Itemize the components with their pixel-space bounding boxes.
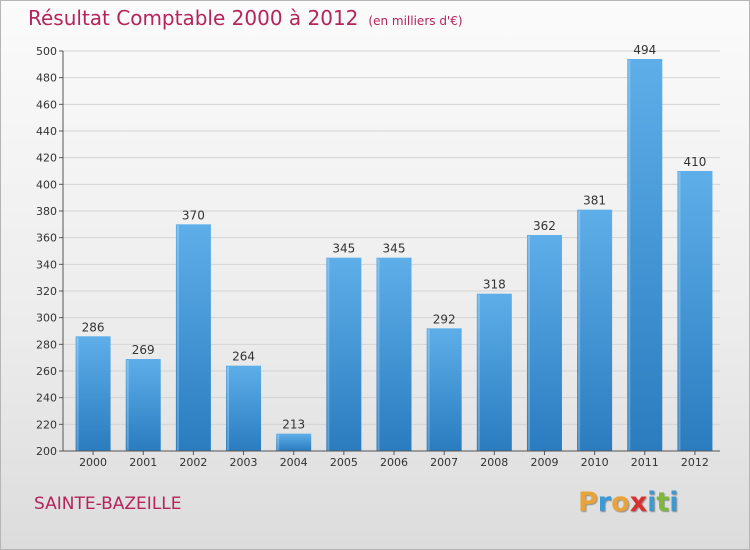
bar-highlight — [227, 366, 230, 451]
data-label-2006: 345 — [383, 242, 406, 256]
data-label-2008: 318 — [483, 278, 506, 292]
bars: 286 269 370 264 213 345 345 292 318 362 381 494 410 — [75, 43, 713, 451]
location-name: SAINTE-BAZEILLE — [34, 494, 182, 514]
data-label-2001: 269 — [132, 343, 155, 357]
chart-title: Résultat Comptable 2000 à 2012 (en millie… — [28, 6, 463, 30]
bar-highlight — [126, 360, 129, 451]
bar-highlight — [678, 172, 681, 451]
data-label-2004: 213 — [282, 418, 305, 432]
y-tick-label: 500 — [36, 45, 57, 58]
data-label-2005: 345 — [332, 242, 355, 256]
logo-letter: i — [669, 487, 679, 518]
logo-letter: x — [629, 487, 648, 518]
bar-highlight — [176, 225, 179, 451]
x-tick-label: 2003 — [230, 456, 258, 469]
bar-highlight — [277, 434, 280, 451]
bar-2003 — [226, 365, 262, 451]
y-tick-label: 480 — [36, 72, 57, 85]
bar-highlight — [76, 337, 79, 451]
y-tick-label: 380 — [36, 205, 57, 218]
y-tick-label: 460 — [36, 98, 57, 111]
y-tick-label: 300 — [36, 312, 57, 325]
axes: 200 220 240 260 280 300 320 340 360 380 400 420 440 4… — [36, 45, 720, 469]
bar-highlight — [327, 258, 330, 451]
y-tick-label: 280 — [36, 338, 57, 351]
logo-letter: P — [578, 487, 598, 518]
bar-highlight — [477, 294, 480, 451]
data-label-2003: 264 — [232, 350, 255, 364]
bar-2009 — [526, 235, 562, 451]
bar-highlight — [578, 210, 581, 451]
data-label-2007: 292 — [433, 312, 456, 326]
y-tick-label: 340 — [36, 258, 57, 271]
logo-letter: o — [611, 487, 630, 518]
y-tick-label: 440 — [36, 125, 57, 138]
bar-highlight — [377, 258, 380, 451]
data-label-2009: 362 — [533, 219, 556, 233]
y-tick-label: 200 — [36, 445, 57, 458]
bar-2002 — [175, 224, 211, 451]
x-tick-label: 2004 — [280, 456, 308, 469]
x-tick-label: 2007 — [430, 456, 458, 469]
data-label-2002: 370 — [182, 208, 205, 222]
data-label-2010: 381 — [583, 194, 606, 208]
data-label-2012: 410 — [683, 155, 706, 169]
x-tick-label: 2012 — [681, 456, 709, 469]
bar-2001 — [125, 359, 161, 451]
y-tick-label: 400 — [36, 178, 57, 191]
x-tick-label: 2005 — [330, 456, 358, 469]
bar-2011 — [627, 59, 663, 451]
y-tick-label: 260 — [36, 365, 57, 378]
y-tick-label: 240 — [36, 392, 57, 405]
x-tick-label: 2006 — [380, 456, 408, 469]
bar-highlight — [527, 236, 530, 451]
x-tick-label: 2001 — [129, 456, 157, 469]
data-label-2000: 286 — [82, 320, 105, 334]
logo-letter: i — [647, 487, 657, 518]
bar-2007 — [426, 328, 462, 451]
y-tick-label: 360 — [36, 232, 57, 245]
x-tick-label: 2011 — [631, 456, 659, 469]
x-tick-label: 2000 — [79, 456, 107, 469]
x-tick-label: 2002 — [179, 456, 207, 469]
data-label-2011: 494 — [633, 43, 656, 57]
chart-subtitle: (en milliers d'€) — [368, 14, 463, 28]
bar-2005 — [326, 257, 362, 451]
bar-2008 — [476, 293, 512, 451]
y-tick-label: 320 — [36, 285, 57, 298]
bar-2000 — [75, 336, 111, 451]
bar-2006 — [376, 257, 412, 451]
bar-highlight — [628, 60, 631, 451]
y-tick-label: 220 — [36, 418, 57, 431]
bar-highlight — [427, 329, 430, 451]
bar-2012 — [677, 171, 713, 451]
x-tick-label: 2009 — [530, 456, 558, 469]
bar-2004 — [276, 433, 312, 451]
chart-title-text: Résultat Comptable 2000 à 2012 — [28, 6, 359, 30]
bar-2010 — [577, 209, 613, 451]
y-tick-label: 420 — [36, 152, 57, 165]
logo-letter: t — [656, 487, 670, 518]
x-tick-label: 2010 — [581, 456, 609, 469]
logo-letter: r — [597, 487, 612, 518]
x-tick-label: 2008 — [480, 456, 508, 469]
proxiti-logo: Proxiti — [578, 487, 679, 518]
